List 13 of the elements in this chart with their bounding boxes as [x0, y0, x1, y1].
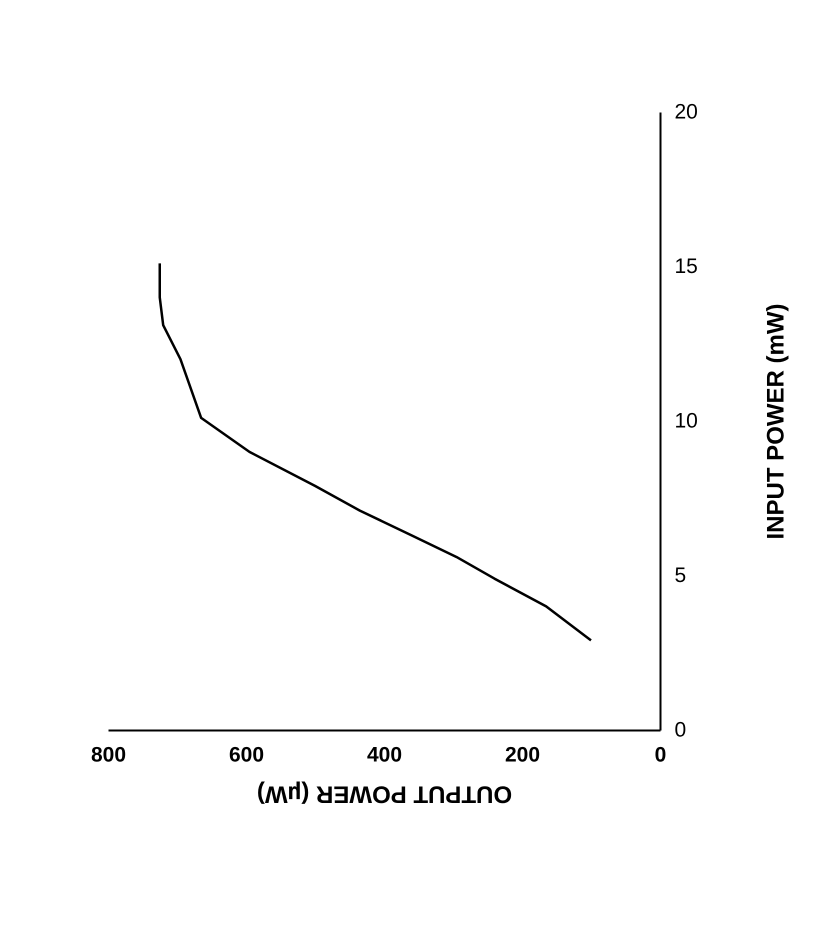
x-tick-label: 0	[654, 744, 666, 766]
y-axis-title: INPUT POWER (mW)	[762, 304, 790, 540]
y-tick-label: 5	[674, 564, 686, 587]
x-tick-label: 600	[228, 744, 264, 766]
x-tick-label: 200	[504, 744, 540, 766]
x-tick-label: 800	[90, 744, 126, 766]
y-tick-label: 15	[674, 255, 698, 278]
x-axis-title: OUTPUT POWER (µW)	[256, 780, 512, 808]
y-tick-label: 0	[674, 718, 686, 742]
y-tick-label: 10	[674, 410, 698, 432]
y-tick-label: 20	[674, 100, 698, 124]
line-series	[158, 262, 592, 642]
x-tick-label: 400	[366, 744, 402, 766]
